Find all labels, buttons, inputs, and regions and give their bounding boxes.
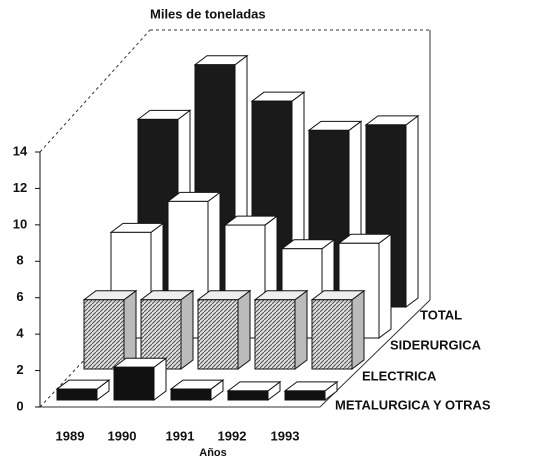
bar [113,366,155,401]
y-tick-label: 0 [16,398,23,413]
x-tick-label: 1991 [166,428,195,443]
y-tick-label: 14 [13,143,28,158]
bar [170,388,212,401]
bar [56,388,98,401]
y-tick-label: 2 [16,362,23,377]
bar-side [351,289,365,370]
y-tick-label: 12 [13,180,27,195]
x-tick-label: 1993 [271,428,300,443]
legend-label: TOTAL [420,307,462,322]
bar-side [378,233,392,339]
y-tick-label: 6 [16,289,23,304]
bar [254,299,296,370]
x-tick-label: 1989 [56,428,85,443]
bar-side [180,289,194,370]
legend-label: ELECTRICA [362,368,437,383]
bar [311,299,353,370]
legend-label: METALURGICA Y OTRAS [335,397,491,412]
y-tick-label: 10 [13,216,27,231]
x-axis-label: Años [199,447,227,459]
y-tick-label: 8 [16,253,23,268]
bar [197,299,239,370]
bar [284,390,326,401]
chart-title: Miles de toneladas [150,6,266,21]
x-tick-label: 1990 [108,428,137,443]
legend-label: SIDERURGICA [390,337,482,352]
bar-side [405,114,419,308]
x-tick-label: 1992 [218,428,247,443]
bar [83,299,125,370]
bar-side [123,289,137,370]
bar [140,299,182,370]
bar-side [237,289,251,370]
bar [227,390,269,401]
y-tick-label: 4 [16,326,24,341]
bar-side [294,289,308,370]
